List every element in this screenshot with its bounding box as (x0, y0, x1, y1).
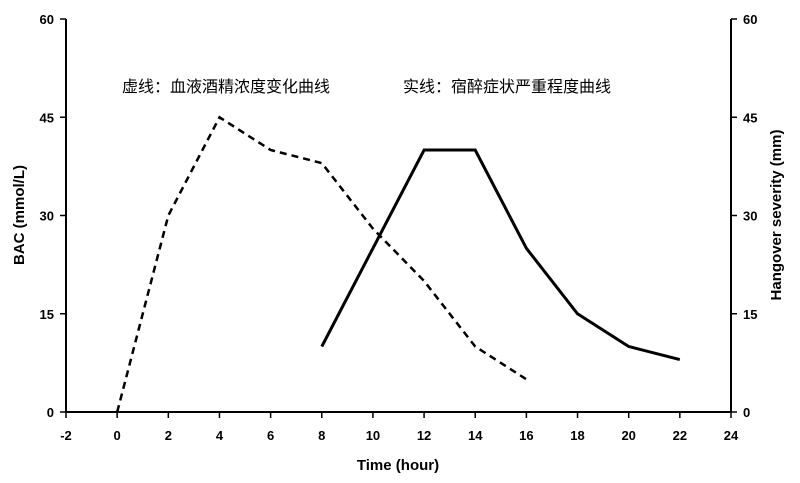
left-y-axis-ticks: 0 15 30 45 60 (40, 12, 66, 420)
x-tick-label: 0 (114, 428, 121, 443)
x-tick-label: 24 (724, 428, 739, 443)
hangover-solid-line (320, 148, 681, 362)
right-y-tick-label: 60 (743, 12, 757, 27)
right-y-tick-label: 30 (743, 209, 757, 224)
x-tick-label: -2 (60, 428, 72, 443)
x-tick-label: 12 (417, 428, 431, 443)
left-y-tick-label: 45 (40, 110, 54, 125)
x-axis-ticks: -2 0 2 4 6 8 10 12 14 16 18 20 22 24 (60, 412, 739, 443)
x-axis-title: Time (hour) (357, 457, 439, 474)
right-y-tick-label: 45 (743, 110, 757, 125)
left-y-tick-label: 30 (40, 209, 54, 224)
x-tick-label: 8 (318, 428, 325, 443)
right-y-axis-title: Hangover severity (mm) (768, 130, 785, 301)
x-tick-label: 6 (267, 428, 274, 443)
x-tick-label: 2 (165, 428, 172, 443)
left-y-tick-label: 60 (40, 12, 54, 27)
right-y-tick-label: 15 (743, 307, 757, 322)
right-y-axis-ticks: 0 15 30 45 60 (731, 12, 757, 420)
x-tick-label: 16 (519, 428, 533, 443)
left-y-axis-title: BAC (mmol/L) (11, 165, 28, 265)
right-y-tick-label: 0 (743, 405, 750, 420)
solid-line-annotation: 实线：宿醉症状严重程度曲线 (403, 77, 611, 96)
dashed-line-annotation: 虚线：血液酒精浓度变化曲线 (122, 77, 330, 96)
x-tick-label: 22 (673, 428, 687, 443)
x-tick-label: 20 (621, 428, 635, 443)
left-y-tick-label: 15 (40, 307, 54, 322)
left-y-tick-label: 0 (47, 405, 54, 420)
series-layer (115, 115, 681, 413)
x-tick-label: 10 (366, 428, 380, 443)
x-tick-label: 4 (216, 428, 224, 443)
bac-dashed-line (115, 115, 528, 413)
x-tick-label: 14 (468, 428, 483, 443)
x-tick-label: 18 (570, 428, 584, 443)
